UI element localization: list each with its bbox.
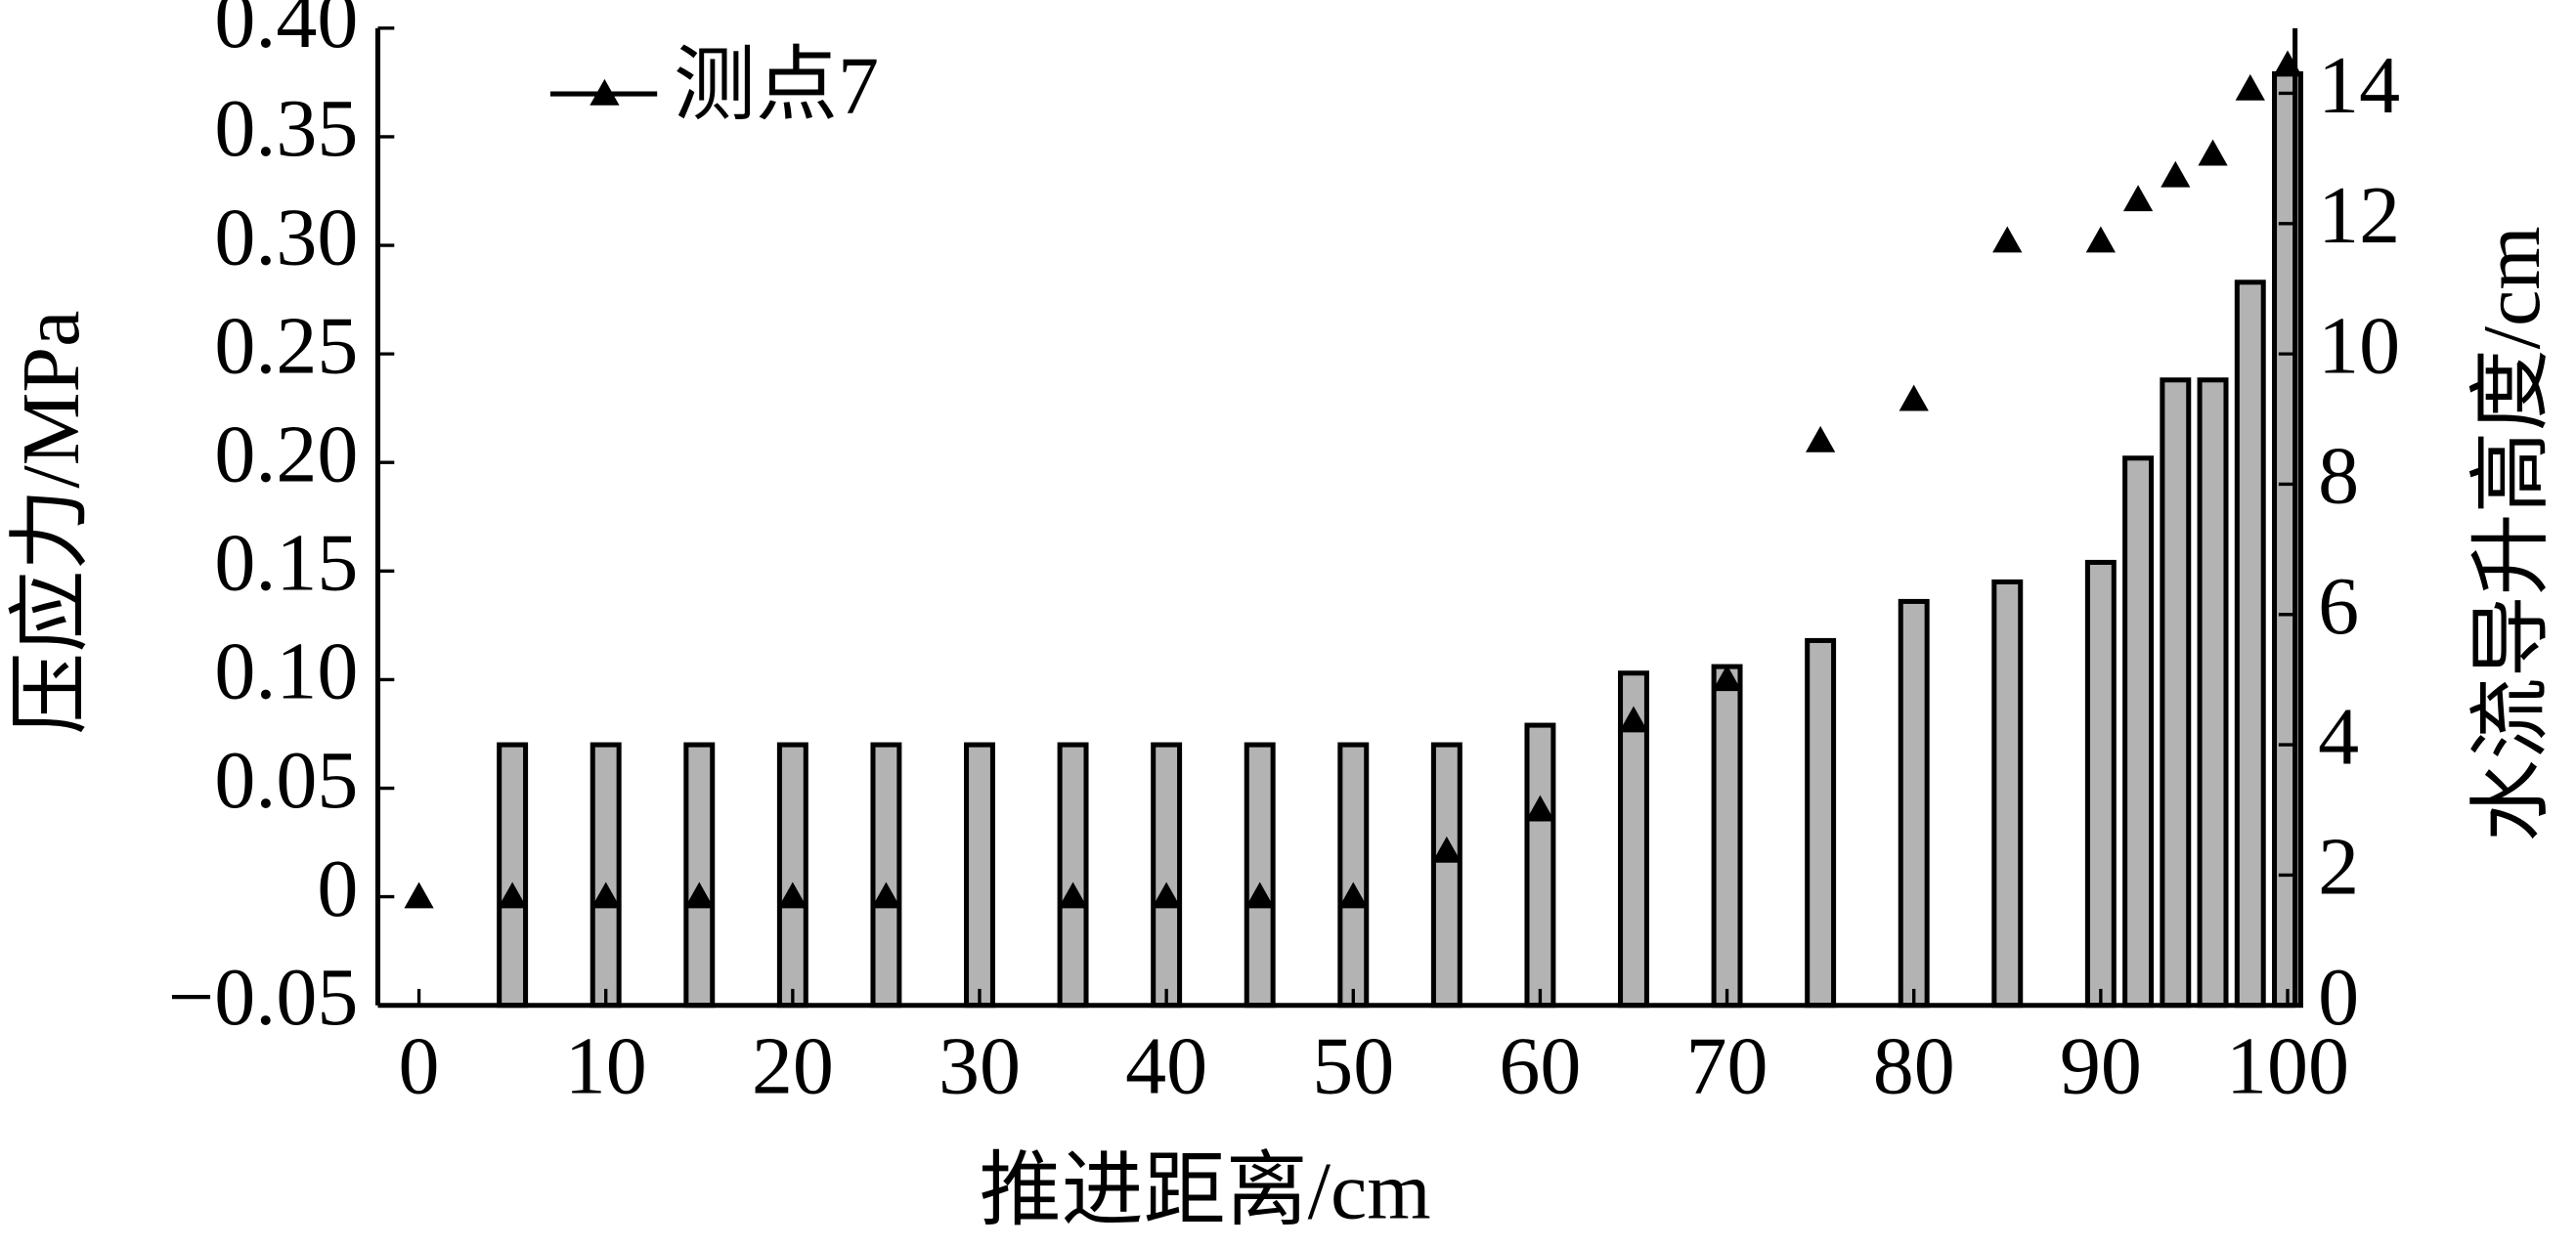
- bar: [1898, 598, 1930, 1009]
- marker: [871, 882, 901, 909]
- y-tick-label: 0.40: [214, 0, 358, 65]
- marker: [2122, 185, 2154, 212]
- bar: [964, 742, 995, 1009]
- bar: [1430, 742, 1463, 1009]
- marker: [1899, 384, 1929, 411]
- y2-tick-label: 4: [2318, 691, 2359, 782]
- bar: [1337, 742, 1370, 1009]
- marker: [590, 882, 621, 909]
- y-tick-label: 0.25: [214, 300, 358, 391]
- bar: [870, 742, 902, 1009]
- bar: [2160, 377, 2192, 1009]
- y2-tick-label: 8: [2318, 431, 2359, 522]
- marker: [1244, 882, 1275, 909]
- marker: [777, 882, 808, 909]
- bar: [1524, 722, 1556, 1009]
- marker: [2235, 73, 2265, 101]
- y-tick-label: 0.20: [214, 409, 358, 500]
- bar: [497, 742, 529, 1009]
- marker: [684, 882, 715, 909]
- legend-marker: [589, 78, 620, 106]
- x-tick-label: 30: [939, 1021, 1021, 1112]
- y-tick-label: 0.10: [214, 626, 358, 717]
- marker: [404, 882, 434, 909]
- y-tick-label: 0.15: [214, 518, 358, 609]
- bar: [2234, 280, 2266, 1009]
- y-tick-label: 0: [317, 843, 358, 934]
- bar: [1057, 742, 1089, 1009]
- y2-axis-title: 水流导升高度/cm: [2467, 226, 2557, 841]
- x-tick-label: 40: [1125, 1021, 1207, 1112]
- bar: [2084, 559, 2117, 1009]
- marker: [498, 882, 528, 909]
- x-tick-label: 70: [1686, 1021, 1768, 1112]
- x-tick-label: 60: [1499, 1021, 1581, 1112]
- bar: [1244, 742, 1276, 1009]
- marker: [2085, 226, 2116, 253]
- marker: [1058, 882, 1088, 909]
- x-tick-label: 10: [565, 1021, 647, 1112]
- y-tick-label: −0.05: [168, 952, 358, 1043]
- bar: [1711, 664, 1743, 1009]
- x-tick-label: 0: [399, 1021, 440, 1112]
- marker: [2198, 139, 2228, 166]
- marker: [1338, 882, 1369, 909]
- marker: [1618, 706, 1649, 733]
- x-tick-label: 80: [1873, 1021, 1955, 1112]
- marker: [1992, 226, 2023, 253]
- y-tick-label: 0.35: [214, 83, 358, 174]
- marker: [1152, 882, 1182, 909]
- y-tick-label: 0.05: [214, 735, 358, 826]
- y2-tick-label: 6: [2318, 561, 2359, 652]
- x-tick-label: 20: [752, 1021, 834, 1112]
- marker: [1712, 665, 1742, 692]
- y2-tick-label: 10: [2318, 300, 2400, 391]
- bar: [1991, 579, 2024, 1009]
- bar: [776, 742, 808, 1009]
- marker: [2161, 160, 2191, 188]
- bar: [2197, 377, 2229, 1009]
- y2-tick-label: 14: [2318, 40, 2400, 131]
- x-tick-label: 50: [1312, 1021, 1394, 1112]
- bar: [1151, 742, 1183, 1009]
- y2-tick-label: 2: [2318, 822, 2359, 913]
- y-tick-label: 0.30: [214, 192, 358, 282]
- legend-label: 测点7: [674, 40, 879, 131]
- marker: [2272, 50, 2303, 77]
- bar: [589, 742, 622, 1009]
- x-axis-title: 推进距离/cm: [980, 1145, 1431, 1236]
- bar: [683, 742, 716, 1009]
- marker: [1806, 425, 1836, 452]
- marker: [1431, 836, 1462, 863]
- marker: [1525, 795, 1555, 822]
- x-tick-label: 90: [2060, 1021, 2142, 1112]
- y2-tick-label: 12: [2318, 170, 2400, 261]
- y2-tick-label: 0: [2318, 952, 2359, 1043]
- x-tick-label: 100: [2226, 1021, 2349, 1112]
- y-axis-title: 压应力/MPa: [6, 311, 97, 735]
- bar: [1805, 637, 1837, 1009]
- bar: [2122, 455, 2155, 1009]
